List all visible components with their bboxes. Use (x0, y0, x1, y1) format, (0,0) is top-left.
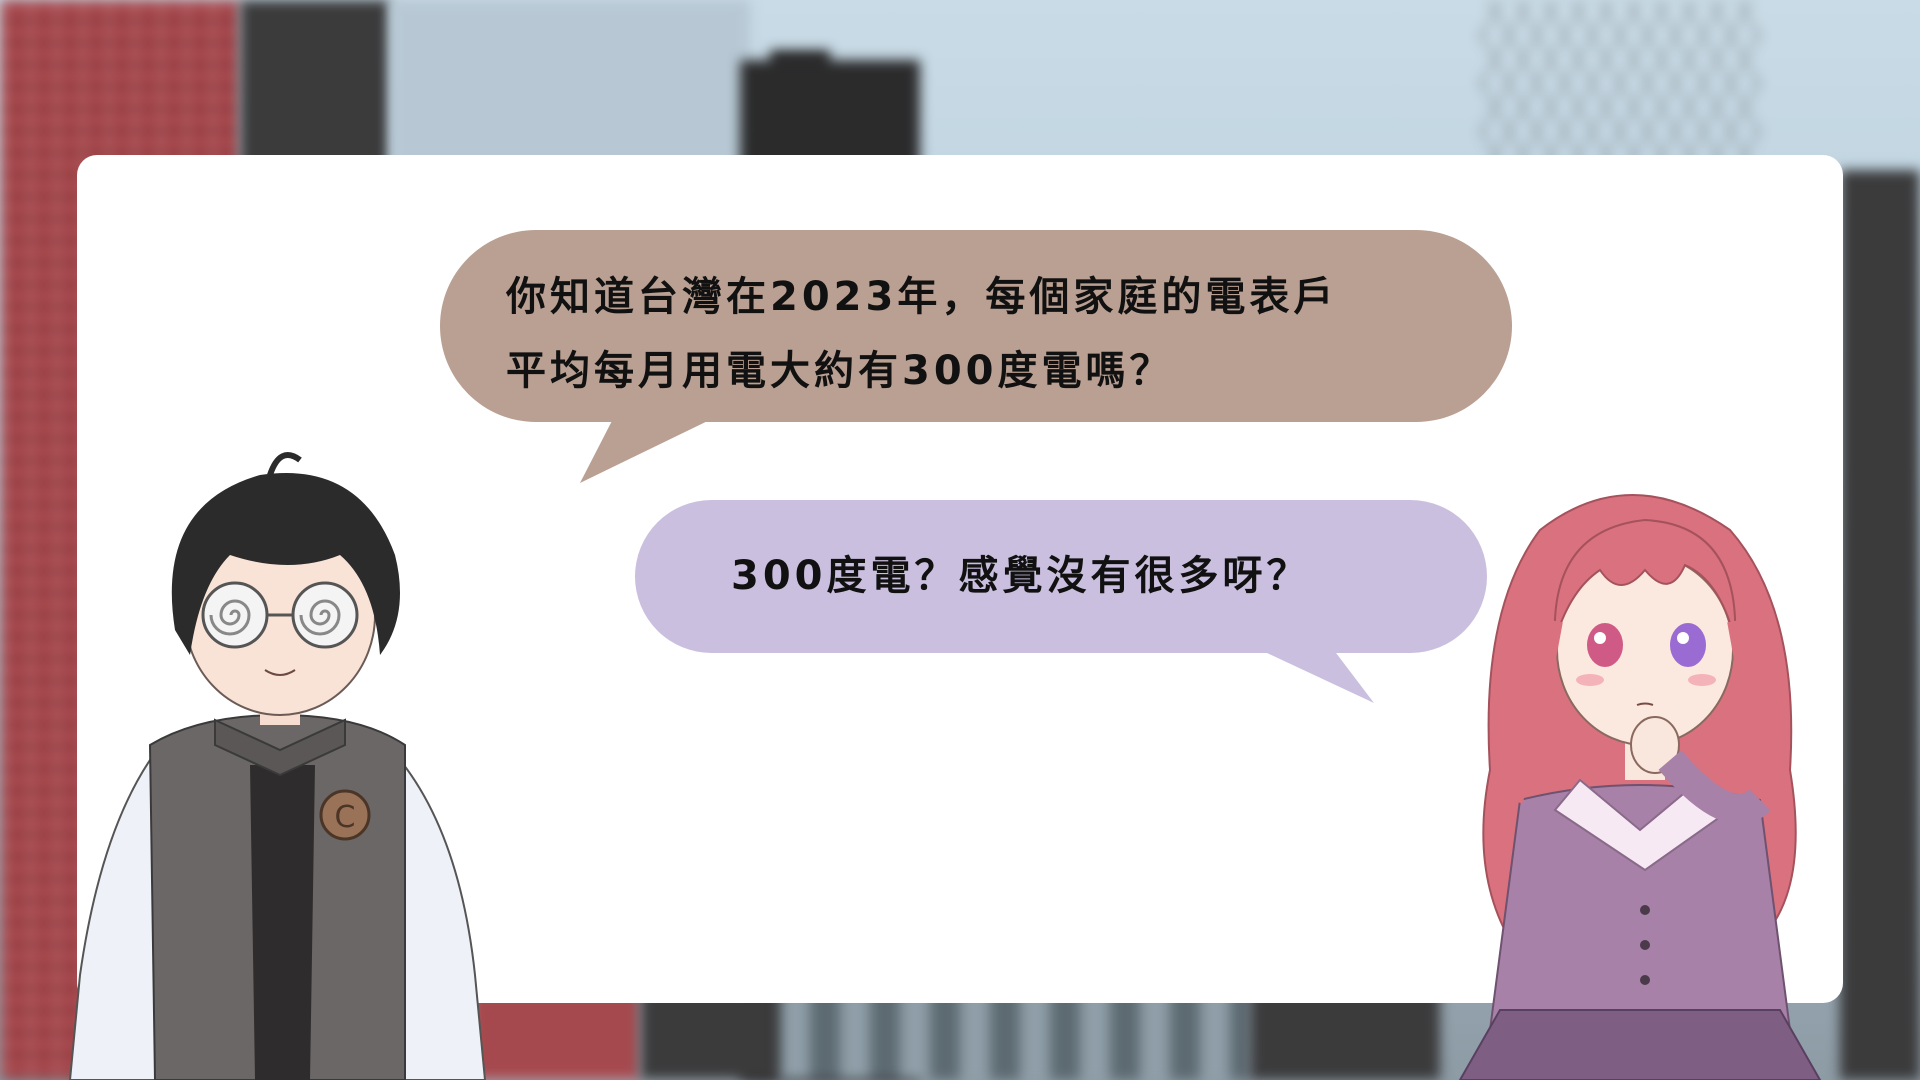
dialogue-line-1: 你知道台灣在2023年，每個家庭的電表戶 (506, 274, 1338, 320)
speech-bubble-second: 300度電？感覺沒有很多呀？ (635, 500, 1487, 653)
background-building-right (1840, 170, 1920, 1080)
speech-bubble-first: 你知道台灣在2023年，每個家庭的電表戶 平均每月用電大約有300度電嗎？ (440, 230, 1512, 422)
background-building-bottom-red (470, 990, 640, 1080)
svg-text:C: C (335, 800, 356, 835)
bubble-tail-brown (580, 415, 720, 483)
boy-character: C (68, 452, 487, 1080)
c-badge-icon (319, 789, 371, 841)
background-power-pylon (1480, 0, 1760, 180)
background-building-bottom-dark-2 (1250, 990, 1440, 1080)
bubble-tail-purple (1250, 645, 1374, 703)
background-building-bottom-dark (640, 990, 780, 1080)
girl-character (1458, 494, 1822, 1080)
background-building-bottom-windows (780, 990, 1250, 1080)
dialogue-reply: 300度電？感覺沒有很多呀？ (731, 553, 1311, 599)
dialogue-line-2: 平均每月用電大約有300度電嗎？ (506, 348, 1174, 394)
